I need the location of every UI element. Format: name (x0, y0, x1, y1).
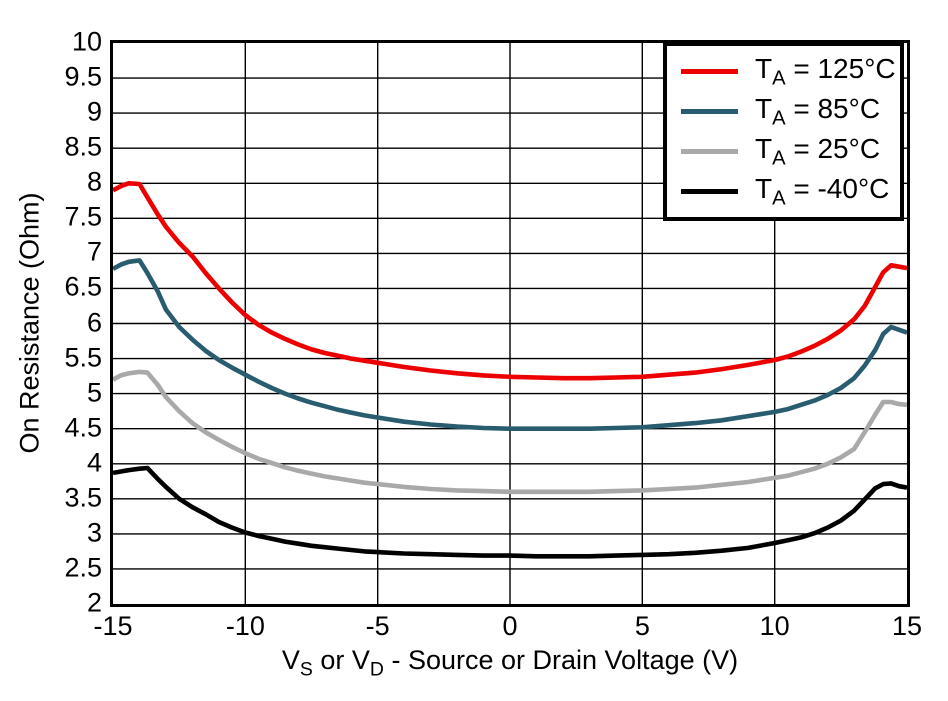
legend-label-subscript: A (772, 187, 786, 210)
x-tick-label: -10 (225, 611, 265, 641)
y-tick-label: 9.5 (64, 61, 102, 92)
y-tick-label: 4 (86, 447, 102, 478)
legend-label: TA = 125°C (755, 52, 896, 90)
x-axis-label: VS or VD - Source or Drain Voltage (V) (281, 645, 739, 681)
y-tick-label: 2 (86, 587, 102, 618)
curve-ta-minus40c (113, 465, 907, 559)
curve-ta-125c (113, 181, 907, 381)
legend-label: TA = 25°C (755, 132, 881, 170)
legend-label-subscript: A (772, 147, 786, 170)
legend-line-swatch (681, 149, 738, 155)
x-axis-label-subscript: S (299, 658, 313, 681)
legend-label: TA = 85°C (755, 92, 881, 130)
y-tick-label: 9 (86, 96, 102, 127)
x-tick-label: 15 (891, 611, 923, 641)
legend-line-swatch (681, 189, 738, 195)
y-tick-label: 2.5 (64, 552, 102, 583)
legend: TA = 125°C TA = 85°C TA = 25°C TA = -40°C (663, 42, 904, 221)
y-tick-label: 8 (86, 166, 102, 197)
legend-line-swatch (681, 68, 738, 74)
y-tick-label: 6 (86, 306, 102, 337)
legend-item-ta-125c: TA = 125°C (667, 53, 900, 91)
y-tick-label: 5.5 (64, 341, 102, 372)
legend-item-ta-85c: TA = 85°C (667, 93, 900, 131)
plot-area: TA = 125°C TA = 85°C TA = 25°C TA = -40°C (110, 40, 910, 607)
legend-label-subscript: A (772, 67, 786, 90)
y-tick-label: 7 (86, 236, 102, 267)
x-tick-label: -15 (93, 611, 133, 641)
legend-label-subscript: A (772, 107, 786, 130)
legend-item-ta-minus40c: TA = -40°C (667, 173, 900, 211)
x-tick-label: 10 (759, 611, 790, 641)
x-axis-label-subscript: D (369, 658, 384, 681)
y-tick-label: 4.5 (64, 411, 102, 442)
x-tick-label: -5 (365, 611, 390, 641)
y-tick-label: 6.5 (64, 271, 102, 302)
curve-ta-25c (113, 369, 907, 495)
legend-line-swatch (681, 108, 738, 114)
legend-item-ta-25c: TA = 25°C (667, 133, 900, 171)
y-tick-label: 5 (86, 376, 102, 407)
curve-ta-85c (113, 258, 907, 432)
y-tick-label: 3.5 (64, 482, 102, 513)
y-tick-label: 3 (86, 517, 102, 548)
y-tick-label: 7.5 (64, 201, 102, 232)
x-tick-label: 0 (502, 611, 518, 641)
y-tick-label: 8.5 (64, 131, 102, 162)
x-tick-label: 5 (634, 611, 650, 641)
y-tick-label: 10 (71, 26, 102, 57)
legend-label: TA = -40°C (755, 172, 890, 210)
